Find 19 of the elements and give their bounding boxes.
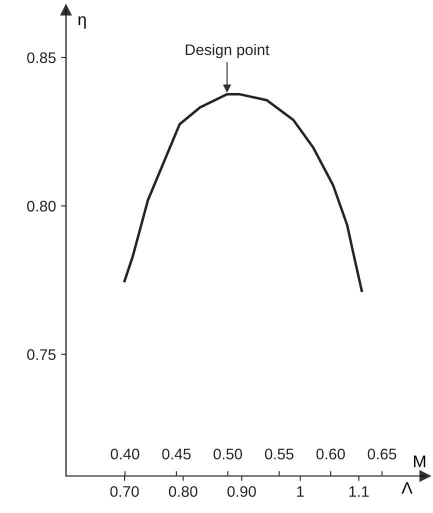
y-tick-label: 0.80: [27, 200, 56, 212]
x-tick-label: 0.80: [168, 486, 198, 497]
x2-tick-label: 0.40: [110, 448, 140, 460]
y-axis-title: η: [78, 16, 86, 29]
x-tick-label: 0.70: [110, 486, 139, 497]
x-tick-label: 1.1: [349, 486, 369, 497]
y-tick-label: 0.75: [27, 349, 56, 360]
x2-tick-label: 0.60: [316, 448, 345, 460]
x2-tick-label: 0.50: [214, 448, 242, 460]
x-axis-title: Λ: [402, 482, 413, 494]
x-tick-label: 1: [297, 486, 304, 497]
line-series: [123, 93, 363, 292]
y-tick-label: 0.85: [27, 52, 56, 64]
x-tick-label: 0.90: [227, 486, 256, 497]
x2-tick-label: 0.55: [264, 448, 294, 460]
annotation: Design point: [186, 44, 270, 58]
x2-tick-label: 0.45: [162, 448, 191, 460]
x2-axis-title: M: [414, 456, 426, 468]
x2-tick-label: 0.65: [368, 448, 396, 460]
